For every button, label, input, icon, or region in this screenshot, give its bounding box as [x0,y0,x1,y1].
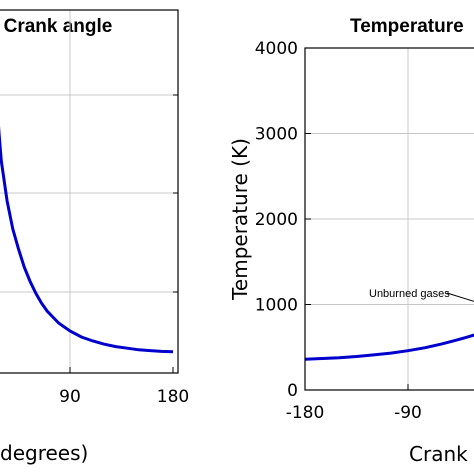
left-x-tick-label: 180 [157,387,189,407]
left-chart-panel: Crank angle 90 180 degrees) [0,9,189,465]
right-x-tick-label: -90 [394,403,422,423]
right-y-tick-label: 1000 [255,296,298,316]
right-x-tick-labels: -180 -90 [286,403,422,423]
left-x-axis-label: degrees) [0,441,88,465]
left-chart-grid [0,10,178,373]
right-x-tick-label: -180 [286,403,325,423]
right-annotation: Unburned gases [369,288,474,302]
left-chart-ticks [69,94,178,373]
right-chart-title: Temperature [350,16,464,37]
right-chart-panel: Temperature 0 1000 2000 3000 4000 -180 -90 Te… [228,16,474,466]
left-series-line [0,125,174,354]
annotation-unburned-gases: Unburned gases [369,288,450,300]
right-y-tick-labels: 0 1000 2000 3000 4000 [255,39,298,401]
right-series-line-unburned [304,333,474,361]
right-y-tick-label: 4000 [255,39,298,59]
right-y-axis-label: Temperature (K) [228,138,252,301]
right-chart-ticks [304,47,409,391]
left-chart-frame [0,9,179,374]
right-y-tick-label: 3000 [255,125,298,145]
right-y-tick-label: 0 [287,381,298,401]
left-x-tick-label: 90 [59,387,81,407]
left-x-tick-labels: 90 180 [59,387,189,407]
right-x-axis-label: Crank a [409,442,474,466]
annotation-leader-line [446,292,474,302]
left-chart-title: Crank angle [4,16,113,37]
right-y-tick-label: 2000 [255,210,298,230]
right-chart-grid [305,48,474,390]
